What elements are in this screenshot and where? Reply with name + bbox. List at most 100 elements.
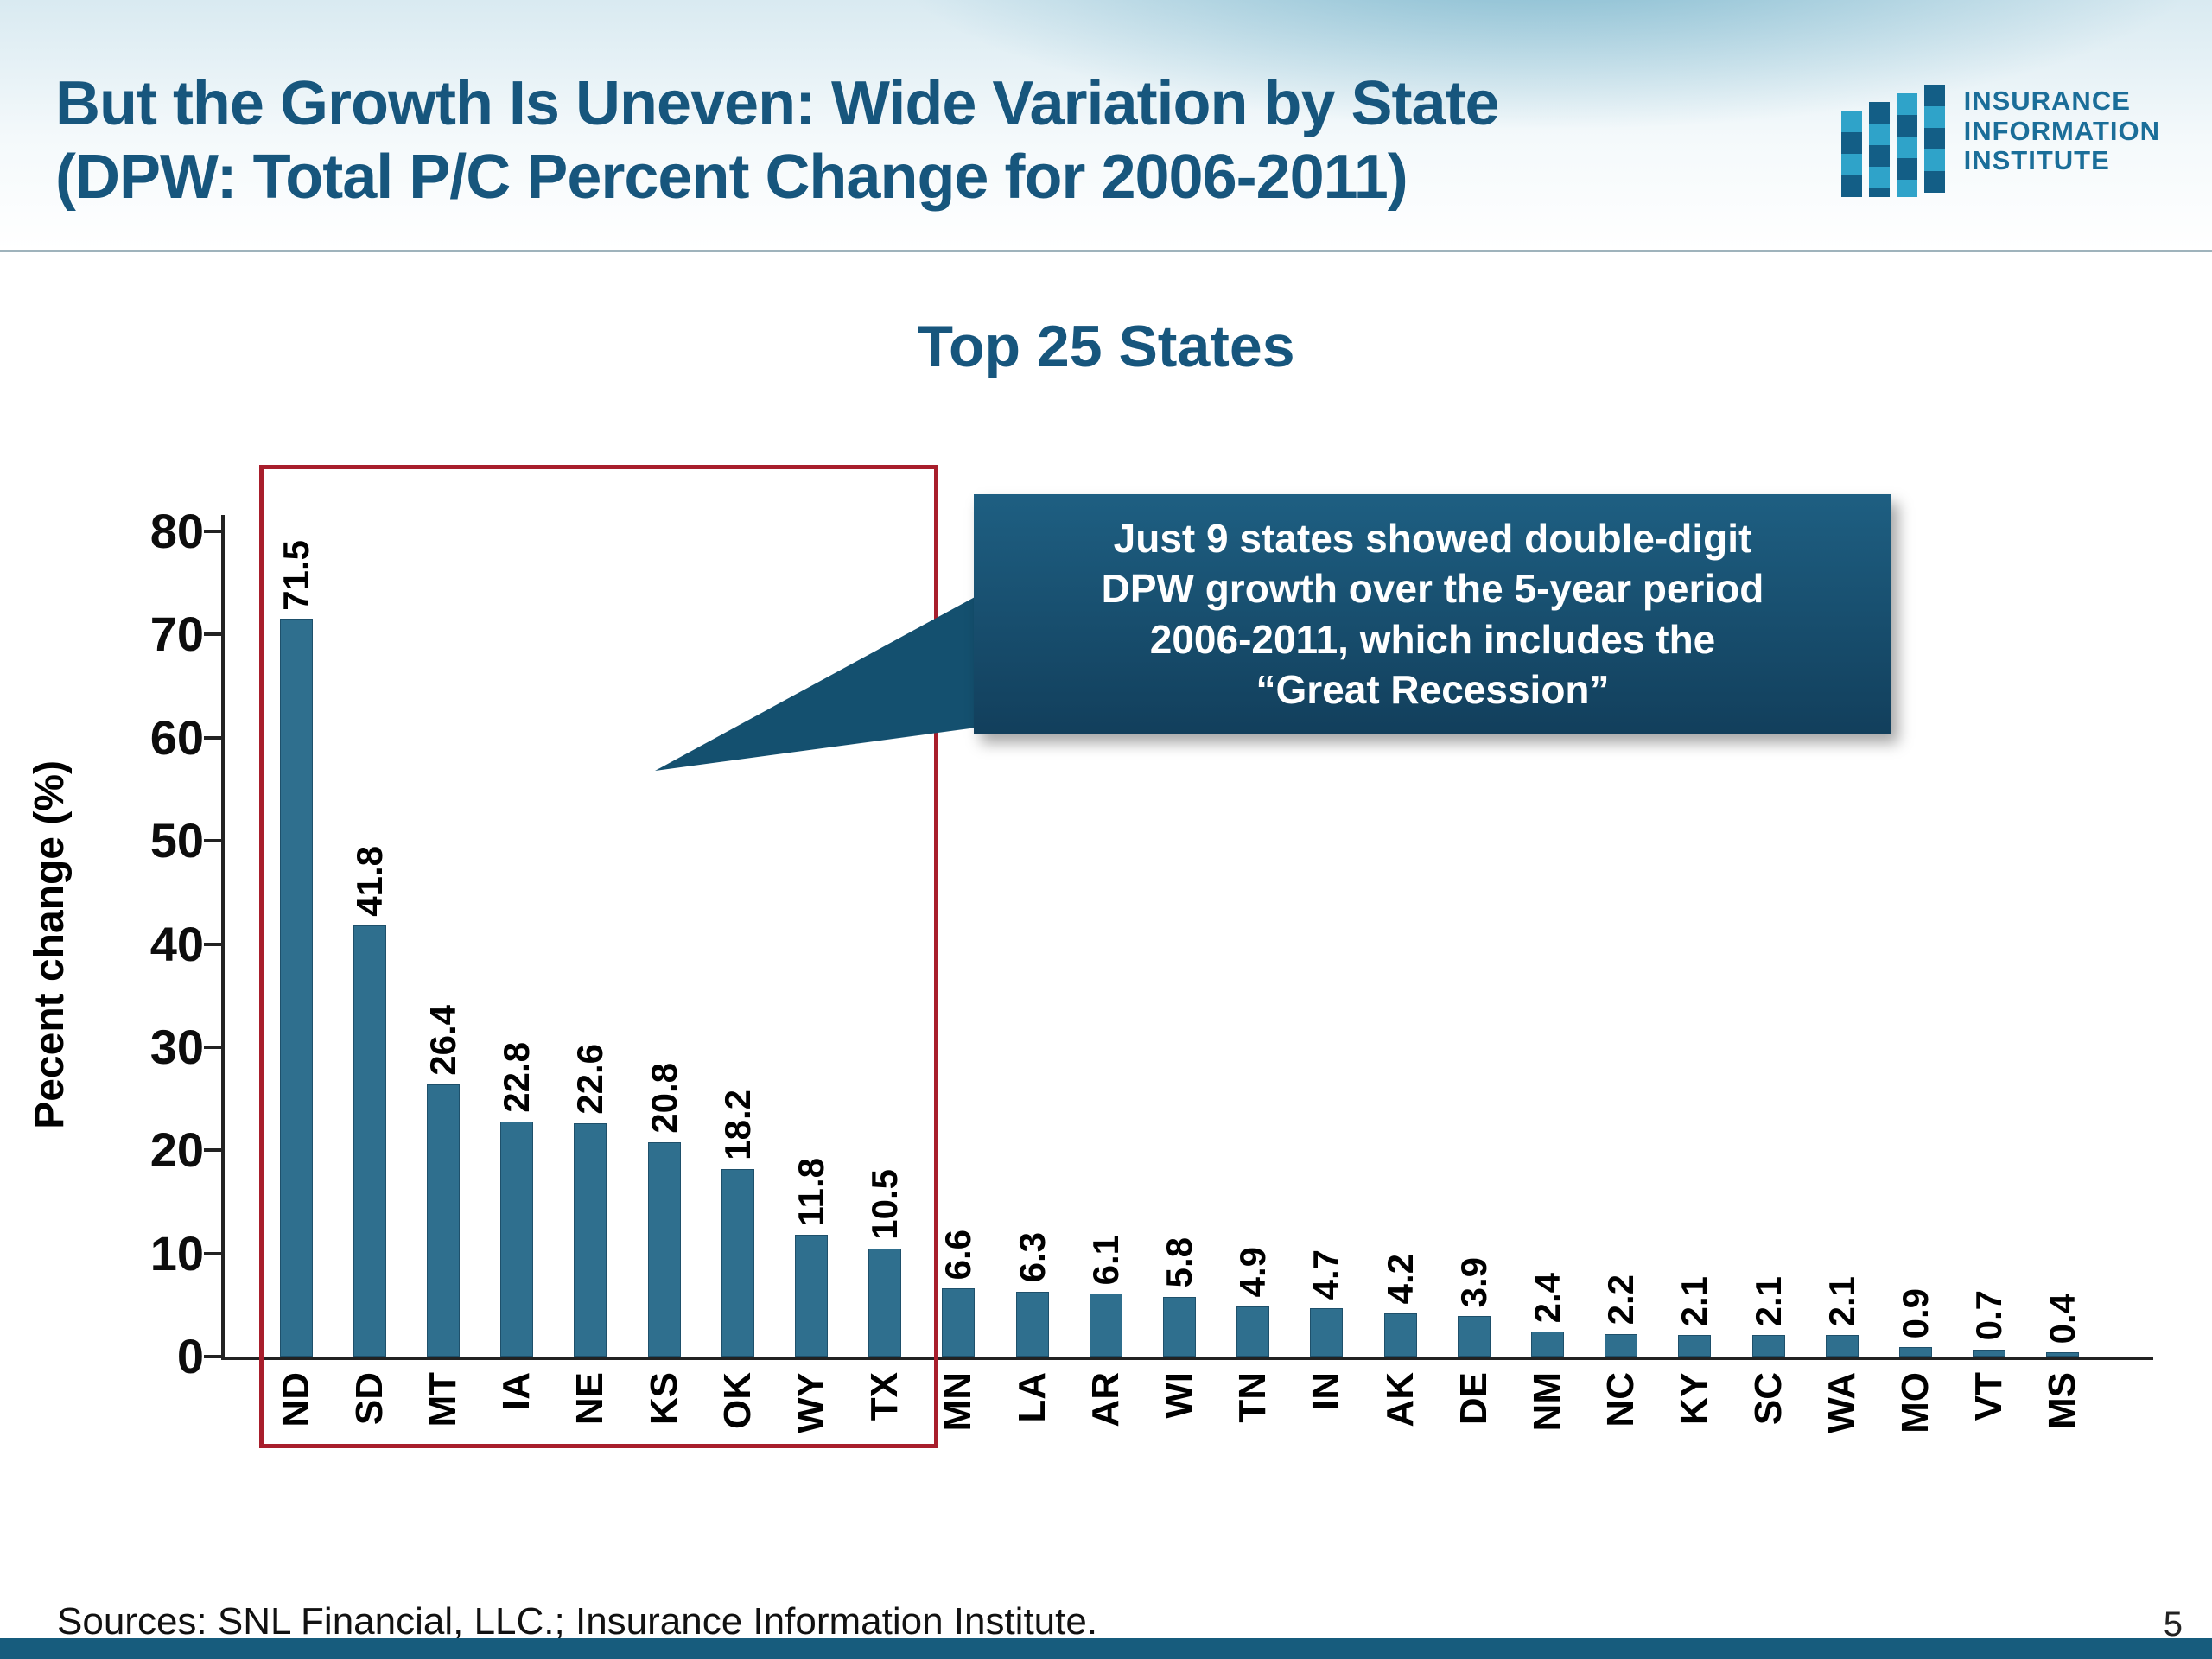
title-line-1: But the Growth Is Uneven: Wide Variation… bbox=[55, 69, 1500, 138]
callout-line-2: DPW growth over the 5-year period bbox=[1101, 566, 1764, 612]
x-label-column: LA bbox=[995, 1372, 1069, 1484]
y-tick-label: 30 bbox=[149, 1019, 204, 1074]
x-axis-label: AR bbox=[1084, 1372, 1127, 1427]
y-tick-label: 80 bbox=[149, 504, 204, 558]
bar-value-label: 4.9 bbox=[1232, 1247, 1274, 1298]
bar-MO bbox=[1899, 1347, 1933, 1357]
x-axis-label: WI bbox=[1158, 1372, 1201, 1419]
bar-value-label: 20.8 bbox=[643, 1062, 684, 1134]
bar-column: 26.4 bbox=[406, 531, 480, 1357]
bar-value-label: 0.4 bbox=[2042, 1293, 2083, 1344]
bar-KY bbox=[1678, 1334, 1712, 1357]
title-line-2: (DPW: Total P/C Percent Change for 2006-… bbox=[55, 142, 1408, 212]
x-label-column: WA bbox=[1805, 1372, 1878, 1484]
y-tick-mark bbox=[204, 632, 221, 637]
x-label-column: ND bbox=[259, 1372, 333, 1484]
y-tick-mark bbox=[204, 1355, 221, 1358]
bar-value-label: 71.5 bbox=[275, 539, 316, 611]
bar-column: 11.8 bbox=[774, 531, 848, 1357]
y-tick-label: 20 bbox=[149, 1122, 204, 1178]
bar-column: 4.9 bbox=[1217, 531, 1290, 1357]
bar-NM bbox=[1531, 1332, 1565, 1357]
bar-IN bbox=[1310, 1307, 1344, 1357]
bar-column: 4.7 bbox=[1290, 531, 1363, 1357]
bar-AR bbox=[1089, 1294, 1122, 1357]
x-label-column: SC bbox=[1732, 1372, 1805, 1484]
x-label-column: KY bbox=[1658, 1372, 1732, 1484]
logo-line-2: INFORMATION bbox=[1963, 115, 2160, 146]
bar-ND bbox=[279, 619, 313, 1357]
iii-logo-text: INSURANCE INFORMATION INSTITUTE bbox=[1964, 83, 2160, 176]
bar-column: 2.2 bbox=[1585, 531, 1658, 1357]
bar-value-label: 22.8 bbox=[496, 1042, 537, 1113]
x-axis-label: IA bbox=[495, 1372, 538, 1410]
x-label-column: SD bbox=[333, 1372, 406, 1484]
x-label-column: MS bbox=[2026, 1372, 2100, 1484]
bar-value-label: 4.2 bbox=[1379, 1254, 1421, 1305]
x-label-column: WY bbox=[774, 1372, 848, 1484]
x-axis-label: WY bbox=[790, 1372, 833, 1433]
callout-box: Just 9 states showed double-digit DPW gr… bbox=[974, 494, 1891, 734]
x-axis-label: LA bbox=[1010, 1372, 1053, 1423]
x-label-column: VT bbox=[1953, 1372, 2026, 1484]
x-label-column: MN bbox=[922, 1372, 995, 1484]
x-axis-label: SC bbox=[1746, 1372, 1789, 1426]
y-tick-mark bbox=[204, 530, 221, 533]
x-axis-label: SD bbox=[347, 1372, 391, 1426]
bar-value-label: 6.6 bbox=[938, 1229, 979, 1281]
callout-line-3: 2006-2011, which includes the bbox=[1149, 616, 1716, 662]
x-axis-label: NM bbox=[1526, 1372, 1569, 1432]
y-tick-label: 0 bbox=[176, 1329, 204, 1383]
bar-LA bbox=[1015, 1291, 1049, 1357]
x-axis-label: NE bbox=[569, 1372, 612, 1426]
bar-column: 0.9 bbox=[1878, 531, 1952, 1357]
x-label-column: DE bbox=[1437, 1372, 1510, 1484]
x-axis-label: KY bbox=[1673, 1372, 1716, 1426]
y-tick-labels: 0 10 20 30 40 50 60 70 80 bbox=[35, 504, 204, 1383]
x-axis-label: TN bbox=[1231, 1372, 1274, 1423]
bar-value-label: 26.4 bbox=[423, 1005, 463, 1076]
iii-logo: INSURANCE INFORMATION INSTITUTE bbox=[1840, 83, 2160, 201]
x-axis-label: DE bbox=[1452, 1372, 1495, 1426]
chart-title: Top 25 States bbox=[917, 314, 1295, 379]
bar-WY bbox=[795, 1235, 829, 1357]
bar-column: 41.8 bbox=[333, 531, 406, 1357]
x-axis-label: MN bbox=[937, 1372, 980, 1432]
bar-value-label: 11.8 bbox=[791, 1157, 832, 1227]
bar-value-label: 2.4 bbox=[1527, 1272, 1568, 1324]
bar-column: 3.9 bbox=[1437, 531, 1510, 1357]
logo-line-1: INSURANCE bbox=[1963, 86, 2131, 116]
x-label-column: MO bbox=[1878, 1372, 1952, 1484]
bar-column: 71.5 bbox=[259, 531, 333, 1357]
bar-WA bbox=[1825, 1334, 1859, 1357]
bar-value-label: 5.8 bbox=[1159, 1237, 1200, 1288]
x-label-column: TX bbox=[849, 1372, 922, 1484]
x-label-column: NE bbox=[554, 1372, 627, 1484]
x-label-column: NC bbox=[1585, 1372, 1658, 1484]
x-axis-label: NC bbox=[1599, 1372, 1643, 1427]
y-tick-label: 70 bbox=[149, 607, 204, 662]
bar-value-label: 2.2 bbox=[1600, 1274, 1642, 1325]
bar-NC bbox=[1605, 1333, 1638, 1357]
bottom-bar bbox=[0, 1638, 2212, 1659]
bar-column: 2.1 bbox=[1658, 531, 1732, 1357]
bar-KS bbox=[647, 1141, 681, 1357]
bar-column: 18.2 bbox=[701, 531, 774, 1357]
bar-MT bbox=[427, 1084, 460, 1357]
x-label-column: OK bbox=[701, 1372, 774, 1484]
x-axis-line bbox=[221, 1357, 2153, 1360]
bar-value-label: 0.9 bbox=[1895, 1287, 1936, 1339]
x-label-column: IN bbox=[1290, 1372, 1363, 1484]
bar-column: 6.6 bbox=[922, 531, 995, 1357]
slide-header: But the Growth Is Uneven: Wide Variation… bbox=[0, 0, 2212, 252]
page-number: 5 bbox=[2163, 1605, 2183, 1643]
y-tick-mark bbox=[204, 942, 221, 946]
x-axis-label: MT bbox=[422, 1372, 464, 1427]
y-tick-label: 40 bbox=[149, 916, 204, 971]
bar-column: 6.3 bbox=[995, 531, 1069, 1357]
bar-column: 6.1 bbox=[1069, 531, 1142, 1357]
bar-value-label: 18.2 bbox=[716, 1090, 758, 1160]
bar-column: 0.7 bbox=[1953, 531, 2026, 1357]
x-axis-label: TX bbox=[863, 1372, 906, 1421]
x-axis-label: VT bbox=[1967, 1372, 2011, 1421]
